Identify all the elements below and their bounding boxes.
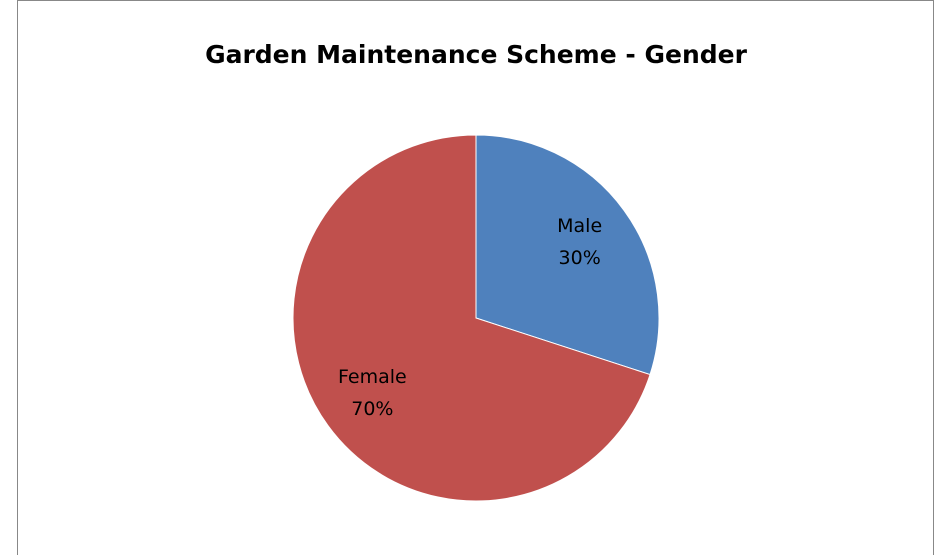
pie-slice — [475, 134, 660, 376]
slice-category-label: Male — [557, 215, 602, 237]
pie-slice — [292, 134, 651, 502]
chart-title: Garden Maintenance Scheme - Gender — [205, 40, 748, 69]
slice-value-label: 70% — [351, 398, 393, 420]
slice-value-label: 30% — [559, 247, 601, 269]
slice-category-label: Female — [338, 366, 407, 388]
